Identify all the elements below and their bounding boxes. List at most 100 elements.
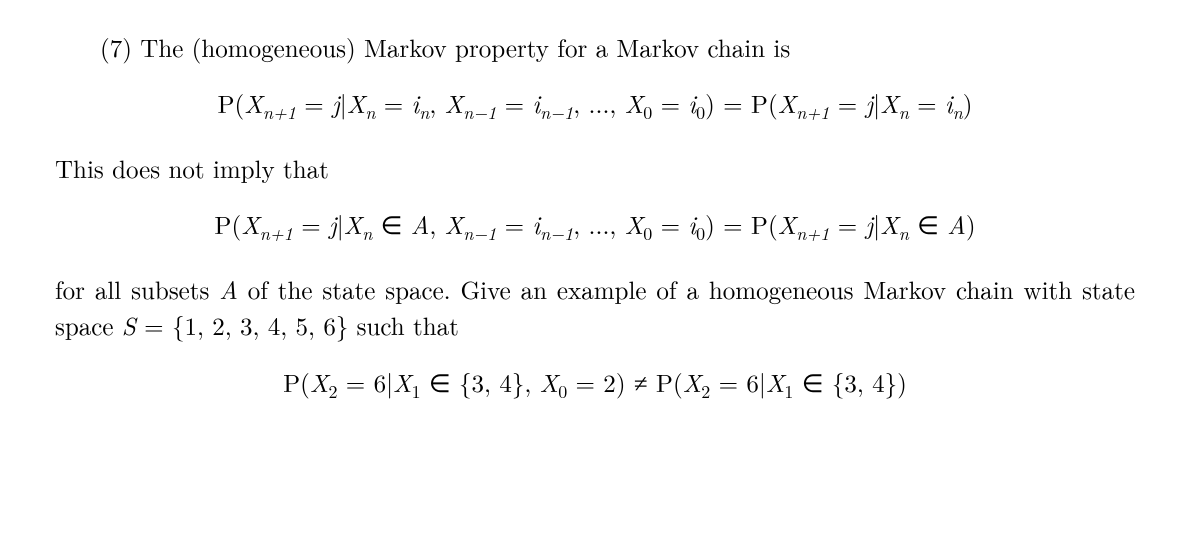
eq2-P-1: P bbox=[214, 207, 231, 242]
eq3-in-1: ∈ bbox=[421, 365, 459, 400]
eq1-X-4: X bbox=[625, 86, 644, 121]
eq2-sub-n-2: n bbox=[899, 221, 909, 246]
eq1-i-3: i bbox=[688, 86, 696, 121]
eq3-6-2: 6 bbox=[746, 365, 759, 400]
eq1-eq-4: = bbox=[652, 86, 688, 121]
eq2-in-2: ∈ bbox=[909, 207, 947, 242]
eq1-sub-n-3: n bbox=[899, 100, 909, 125]
eq3-in-2: ∈ bbox=[793, 365, 831, 400]
eq1-lparen-2: ( bbox=[768, 86, 778, 121]
eq2-X-2: X bbox=[344, 207, 363, 242]
eq1-i-4: i bbox=[945, 86, 953, 121]
eq3-sub-1-1: 1 bbox=[412, 378, 421, 403]
eq1-X-2: X bbox=[347, 86, 366, 121]
eq2-rparen-2: ) bbox=[966, 207, 976, 242]
eq3-neq: ≠ bbox=[626, 365, 656, 400]
middle-text: This does not imply that bbox=[55, 151, 1135, 187]
eq1-bar-1: | bbox=[340, 86, 347, 121]
var-A: A bbox=[219, 272, 238, 307]
eq2-lparen-2: ( bbox=[768, 207, 778, 242]
eq2-bar-1: | bbox=[337, 207, 344, 242]
eq3-set-2: {3, 4} bbox=[832, 365, 897, 400]
problem-intro: (7) The (homogeneous) Markov property fo… bbox=[55, 30, 1135, 66]
after-eq2-a: for all subsets bbox=[55, 272, 219, 307]
eq2-P-2: P bbox=[751, 207, 768, 242]
intro-text: The (homogeneous) Markov property for a … bbox=[140, 30, 790, 65]
eq1-sub-n-4: n bbox=[953, 100, 963, 125]
eq3-eq-3: = bbox=[710, 365, 746, 400]
eq1-sub-np1-2: n+1 bbox=[796, 100, 829, 125]
equation-non-implication: P(Xn+1 = j|Xn ∈ A, Xn−1 = in−1, ..., X0 … bbox=[55, 207, 1135, 246]
eq2-dots-1: ... bbox=[589, 207, 610, 242]
eq1-eq-1: = bbox=[296, 86, 332, 121]
eq2-sub-nm1-2: n−1 bbox=[540, 221, 573, 246]
eq2-X-3: X bbox=[445, 207, 464, 242]
eq3-P-1: P bbox=[283, 365, 300, 400]
state-space-set: = {1, 2, 3, 4, 5, 6} bbox=[136, 308, 357, 343]
eq2-sub-nm1-1: n−1 bbox=[463, 221, 496, 246]
eq3-sub-0-1: 0 bbox=[558, 378, 567, 403]
eq1-X-6: X bbox=[880, 86, 899, 121]
after-eq2-para: for all subsets A of the state space. Gi… bbox=[55, 272, 1135, 345]
eq3-6-1: 6 bbox=[374, 365, 387, 400]
eq2-X-4: X bbox=[625, 207, 644, 242]
eq1-eq-7: = bbox=[909, 86, 945, 121]
eq1-sub-0-1: 0 bbox=[643, 100, 652, 125]
eq2-i-2: i bbox=[688, 207, 696, 242]
problem-number: (7) bbox=[100, 30, 132, 65]
eq3-eq-1: = bbox=[337, 365, 373, 400]
eq1-eq-3: = bbox=[496, 86, 532, 121]
eq3-eq-2: = bbox=[567, 365, 603, 400]
eq1-sub-n-1: n bbox=[365, 100, 375, 125]
eq2-rparen-1: ) bbox=[705, 207, 715, 242]
eq2-j-1: j bbox=[329, 207, 337, 242]
eq3-X-4: X bbox=[683, 365, 702, 400]
eq2-sub-0-2: 0 bbox=[696, 221, 705, 246]
eq2-sub-np1-2: n+1 bbox=[796, 221, 829, 246]
eq2-A-2: A bbox=[947, 207, 966, 242]
eq2-eq-2: = bbox=[496, 207, 532, 242]
eq3-rparen-1: ) bbox=[616, 365, 626, 400]
after-eq2-c: such that bbox=[357, 308, 459, 343]
eq2-eq-3: = bbox=[652, 207, 688, 242]
eq3-rparen-2: ) bbox=[897, 365, 907, 400]
eq3-P-2: P bbox=[656, 365, 673, 400]
eq1-rparen-2: ) bbox=[963, 86, 973, 121]
eq1-eq-6: = bbox=[829, 86, 865, 121]
eq2-X-1: X bbox=[241, 207, 260, 242]
eq2-eq-4: = bbox=[715, 207, 751, 242]
eq2-comma-3: , bbox=[609, 207, 624, 242]
eq2-X-6: X bbox=[880, 207, 899, 242]
eq1-P-2: P bbox=[751, 86, 768, 121]
eq1-sub-n-2: n bbox=[419, 100, 429, 125]
eq3-bar-1: | bbox=[386, 365, 393, 400]
eq2-A-1: A bbox=[411, 207, 430, 242]
eq1-sub-0-2: 0 bbox=[696, 100, 705, 125]
eq3-2-1: 2 bbox=[603, 365, 616, 400]
var-S: S bbox=[122, 308, 136, 343]
eq2-comma-1: , bbox=[429, 207, 444, 242]
eq2-eq-1: = bbox=[293, 207, 329, 242]
eq1-X-5: X bbox=[778, 86, 797, 121]
eq1-sub-np1-1: n+1 bbox=[263, 100, 296, 125]
eq1-rparen-1: ) bbox=[705, 86, 715, 121]
eq2-lparen-1: ( bbox=[231, 207, 241, 242]
eq1-sub-nm1-1: n−1 bbox=[463, 100, 496, 125]
eq1-j-1: j bbox=[332, 86, 340, 121]
eq2-i-1: i bbox=[532, 207, 540, 242]
eq3-lparen-1: ( bbox=[300, 365, 310, 400]
eq3-X-2: X bbox=[393, 365, 412, 400]
eq1-sub-nm1-2: n−1 bbox=[540, 100, 573, 125]
equation-markov-property: P(Xn+1 = j|Xn = in, Xn−1 = in−1, ..., X0… bbox=[55, 86, 1135, 125]
eq1-X-1: X bbox=[244, 86, 263, 121]
eq1-lparen-1: ( bbox=[235, 86, 245, 121]
eq3-X-1: X bbox=[310, 365, 329, 400]
eq1-comma-2: , bbox=[573, 86, 588, 121]
eq3-comma-1: , bbox=[524, 365, 539, 400]
eq1-eq-2: = bbox=[375, 86, 411, 121]
middle-text-span: This does not imply that bbox=[55, 151, 329, 186]
eq2-sub-0-1: 0 bbox=[643, 221, 652, 246]
eq3-lparen-2: ( bbox=[673, 365, 683, 400]
eq2-in-1: ∈ bbox=[372, 207, 410, 242]
eq3-X-3: X bbox=[540, 365, 559, 400]
